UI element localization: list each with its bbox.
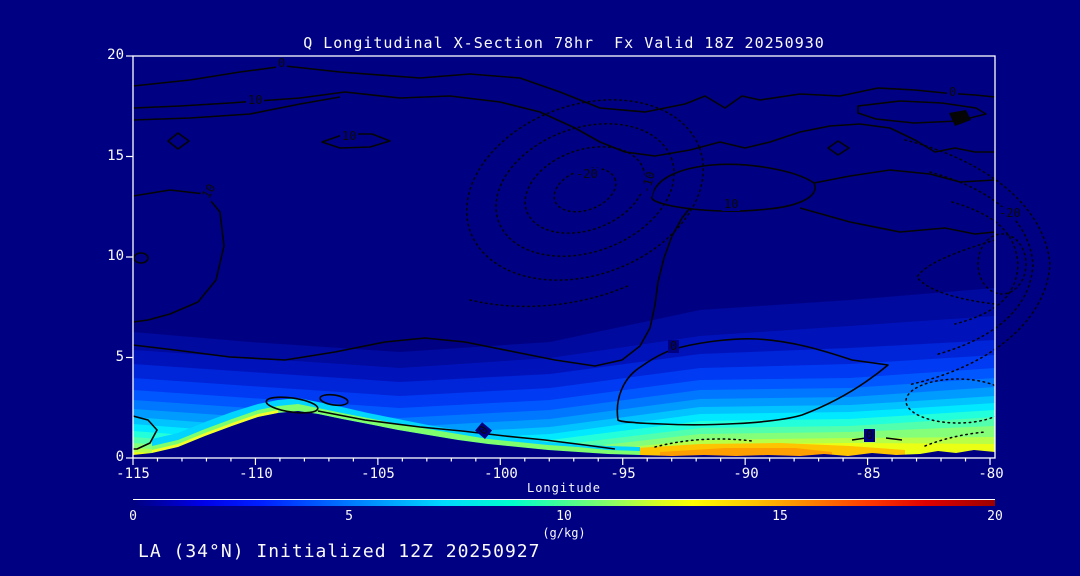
y-tick-label: 0 [115,449,124,465]
contour-label: 10 [340,129,359,143]
contour-label: -20 [574,167,600,181]
colorbar [133,499,995,506]
x-axis-ticks [132,458,991,465]
contour-label: -20 [997,206,1023,220]
x-axis-title: Longitude [526,481,602,495]
y-tick-label: 5 [115,349,124,365]
y-tick-label: 20 [107,47,124,63]
terrain-silhouette [133,411,995,458]
filled-contour-shading [133,56,995,458]
init-label: LA (34°N) Initialized 12Z 20250927 [138,541,541,562]
y-tick-label: 15 [107,148,124,164]
chart-title: Q Longitudinal X-Section 78hr Fx Valid 1… [303,34,825,52]
y-tick-label: 10 [107,248,124,264]
x-tick-label: -105 [361,466,395,482]
contour-label: 0 [864,428,876,442]
x-tick-label: -100 [484,466,518,482]
colorbar-tick-label: 20 [987,509,1003,524]
contour-label: 10 [722,197,741,211]
colorbar-tick-label: 5 [345,509,353,524]
contour-label: 0 [947,85,959,99]
x-tick-label: -115 [116,466,150,482]
colorbar-unit-label: (g/kg) [542,526,586,540]
contour-label: 0 [276,56,288,70]
contour-label: 0 [668,339,680,353]
x-tick-label: -110 [239,466,273,482]
x-tick-label: -80 [978,466,1004,482]
x-tick-label: -85 [855,466,881,482]
y-axis-ticks [126,55,133,459]
colorbar-tick-label: 15 [772,509,788,524]
x-tick-label: -95 [610,466,636,482]
colorbar-tick-label: 10 [556,509,572,524]
contour-label: 10 [246,93,265,107]
colorbar-tick-label: 0 [129,509,137,524]
x-tick-label: -90 [733,466,759,482]
negative-contour-spill [904,139,1051,386]
